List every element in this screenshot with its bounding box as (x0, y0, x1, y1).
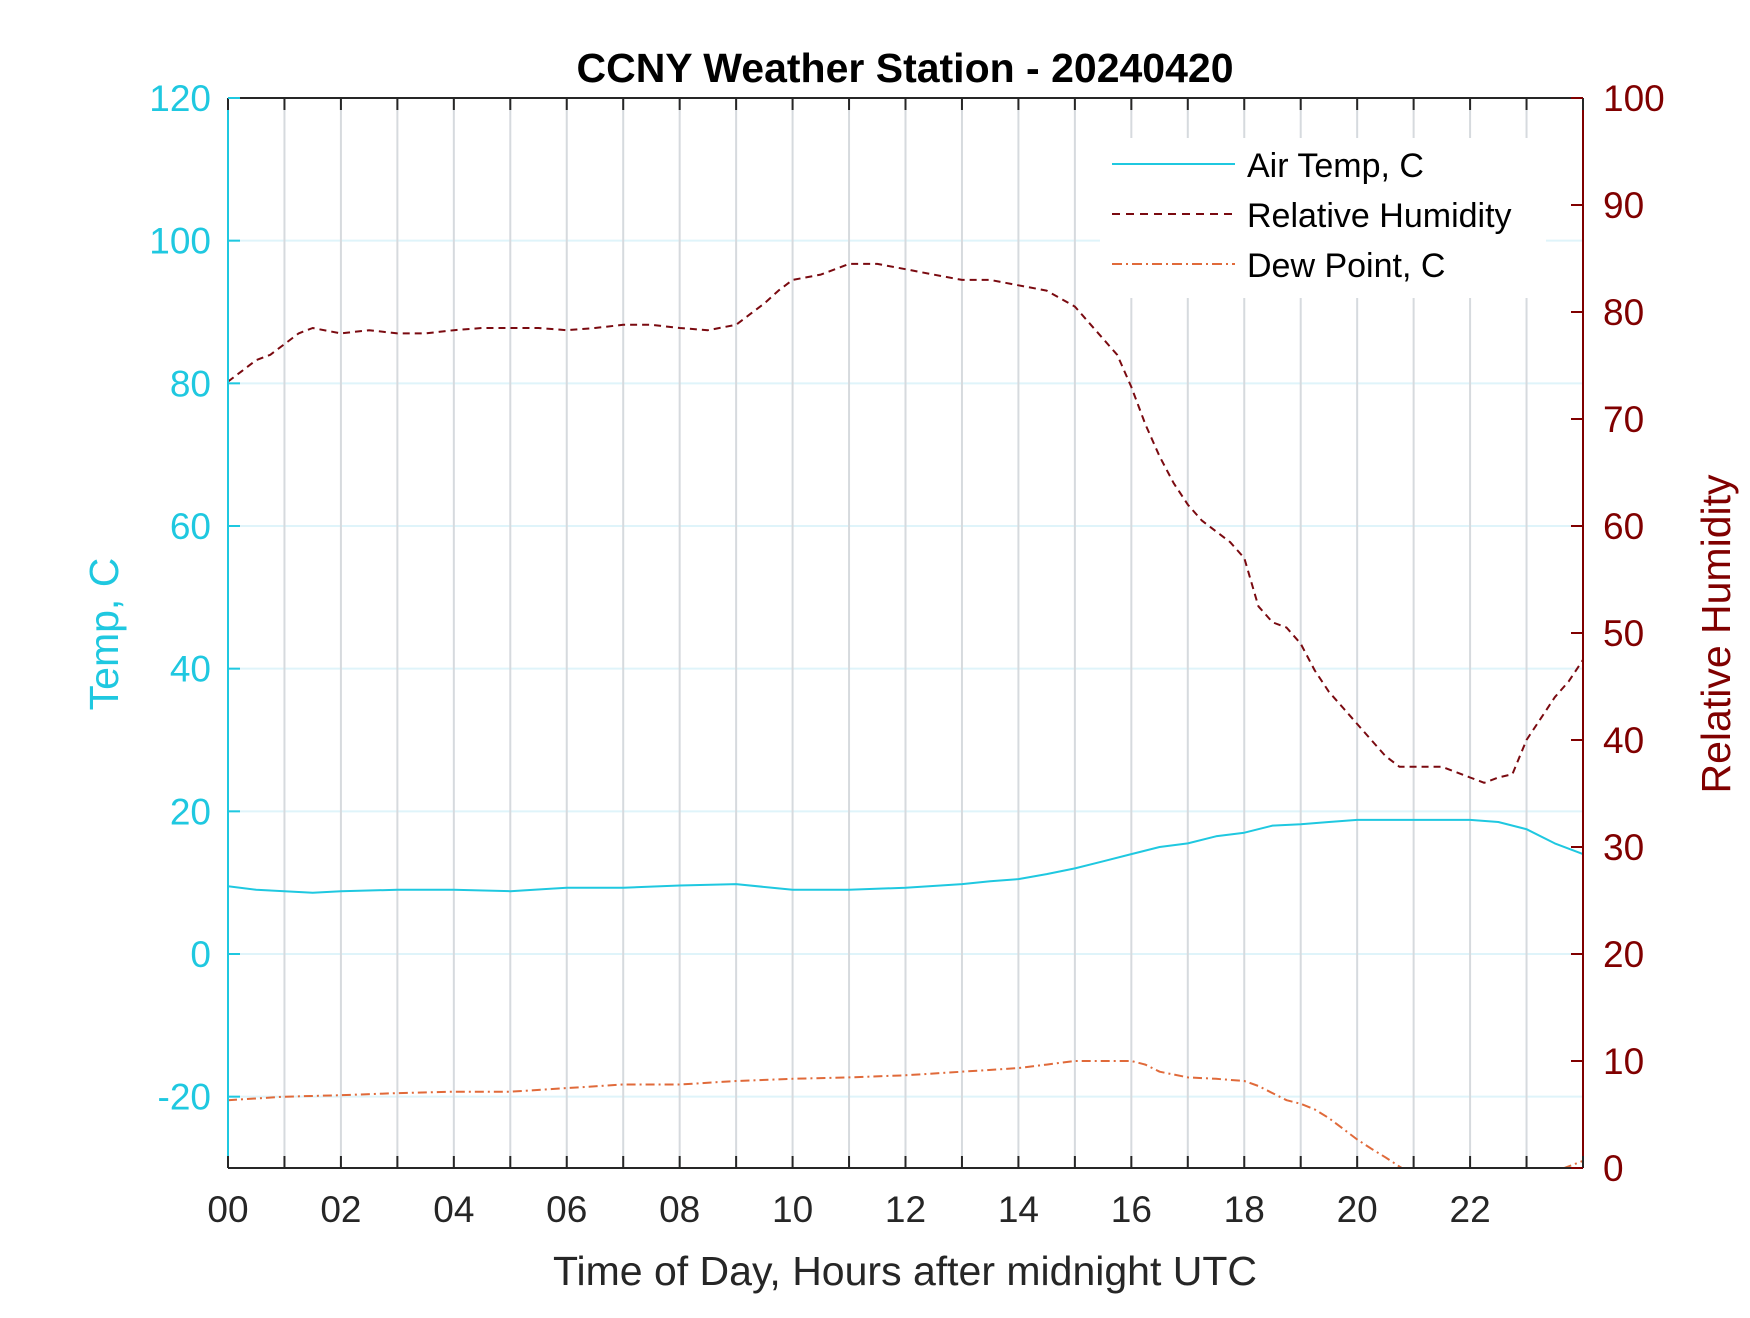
x-tick-label: 22 (1450, 1189, 1491, 1230)
y-right-tick-label: 100 (1603, 78, 1665, 119)
y-left-tick-label: 20 (170, 791, 211, 832)
legend: Air Temp, C Relative Humidity Dew Point,… (1100, 138, 1546, 298)
x-tick-label: 12 (885, 1189, 926, 1230)
y-left-tick-label: 80 (170, 363, 211, 404)
x-tick-label: 10 (772, 1189, 813, 1230)
x-axis-label: Time of Day, Hours after midnight UTC (553, 1248, 1257, 1294)
x-tick-label: 16 (1111, 1189, 1152, 1230)
legend-label-relative-humidity: Relative Humidity (1247, 197, 1512, 235)
legend-label-air-temp: Air Temp, C (1247, 147, 1424, 185)
y-right-tick-label: 90 (1603, 185, 1644, 226)
series-air-temp-line (228, 818, 1583, 894)
y-axis-right-label: Relative Humidity (1693, 474, 1739, 793)
axes-layer (227, 97, 1584, 1169)
series-relative-humidity-line (228, 262, 1583, 784)
x-tick-label: 02 (320, 1189, 361, 1230)
y-right-tick-label: 80 (1603, 292, 1644, 333)
y-right-tick-label: 20 (1603, 934, 1644, 975)
tick-label-layer: 00 02 04 06 08 10 12 14 16 18 20 22120100806040200-… (149, 78, 1664, 1230)
grid-layer (228, 97, 1583, 1168)
y-left-tick-label: 120 (149, 78, 211, 119)
y-axis-left-label: Temp, C (81, 558, 127, 711)
chart-title: CCNY Weather Station - 20240420 (576, 45, 1233, 91)
y-right-tick-label: 30 (1603, 827, 1644, 868)
y-right-tick-label: 0 (1603, 1148, 1624, 1189)
y-right-tick-label: 60 (1603, 506, 1644, 547)
series-layer (228, 262, 1583, 1168)
y-right-tick-label: 40 (1603, 720, 1644, 761)
y-left-tick-label: -20 (158, 1077, 211, 1118)
legend-label-dew-point: Dew Point, C (1247, 247, 1445, 285)
x-tick-label: 04 (433, 1189, 474, 1230)
x-tick-label: 20 (1337, 1189, 1378, 1230)
y-right-tick-label: 50 (1603, 613, 1644, 654)
series-dew-point-line (228, 1060, 1583, 1168)
y-left-tick-label: 0 (190, 934, 211, 975)
y-left-tick-label: 60 (170, 506, 211, 547)
x-tick-label: 06 (546, 1189, 587, 1230)
x-tick-label: 14 (998, 1189, 1039, 1230)
x-tick-label: 18 (1224, 1189, 1265, 1230)
y-right-tick-label: 10 (1603, 1041, 1644, 1082)
y-left-tick-label: 100 (149, 221, 211, 262)
y-left-tick-label: 40 (170, 649, 211, 690)
x-tick-label: 08 (659, 1189, 700, 1230)
y-right-tick-label: 70 (1603, 399, 1644, 440)
x-tick-label: 00 (207, 1189, 248, 1230)
